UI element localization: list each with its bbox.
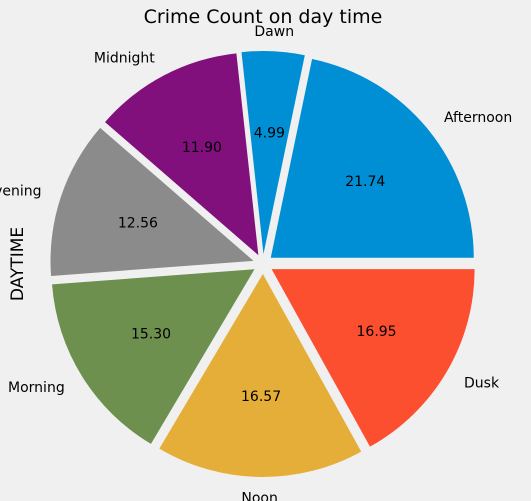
- slice-label-afternoon: Afternoon: [444, 110, 512, 126]
- slice-label-midnight: Midnight: [94, 50, 155, 66]
- pie-slices: [50, 51, 475, 477]
- slice-label-noon: Noon: [241, 490, 277, 501]
- slice-value-label-afternoon: 21.74: [345, 174, 385, 190]
- slice-value-label-evening: 12.56: [118, 216, 158, 232]
- slice-label-dusk: Dusk: [464, 375, 500, 391]
- pie-slice-morning: [52, 269, 255, 444]
- pie-slice-dawn: [241, 51, 305, 255]
- slice-label-dawn: Dawn: [254, 24, 294, 40]
- pie-labels: Afternoon 21.74 Dawn 4.99 Midnight 11.90 Eveni…: [0, 24, 512, 501]
- pie-slice-midnight: [105, 53, 259, 256]
- slice-value-label-dusk: 16.95: [357, 324, 397, 340]
- chart-title: Crime Count on day time: [144, 6, 383, 28]
- slice-value-label-morning: 15.30: [131, 326, 171, 342]
- y-axis-label: DAYTIME: [8, 227, 28, 301]
- pie-slice-evening: [50, 127, 254, 276]
- slice-label-morning: Morning: [8, 380, 65, 396]
- slice-value-label-dawn: 4.99: [254, 125, 285, 141]
- slice-value-label-midnight: 11.90: [182, 140, 222, 156]
- pie-slice-dusk: [271, 269, 475, 447]
- pie-slice-noon: [159, 273, 362, 477]
- pie-slice-afternoon: [270, 58, 474, 258]
- slice-value-label-noon: 16.57: [241, 389, 281, 405]
- slice-label-evening: Evening: [0, 184, 42, 200]
